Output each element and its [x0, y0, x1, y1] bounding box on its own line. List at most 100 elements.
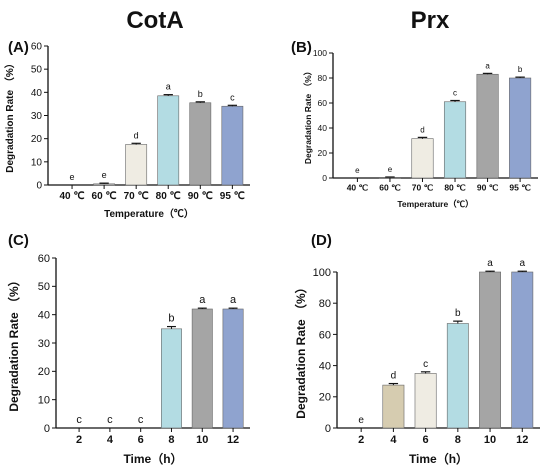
significance-letter: e	[355, 166, 360, 175]
y-tick-label: 50	[38, 281, 50, 293]
bar	[414, 373, 437, 429]
bar	[479, 271, 501, 429]
y-tick-label: 40	[31, 88, 43, 99]
bar	[509, 77, 532, 179]
y-tick-label: 10	[38, 395, 50, 407]
significance-letter: a	[487, 258, 493, 269]
significance-letter: c	[230, 92, 235, 102]
bar	[446, 323, 469, 429]
y-tick-label: 20	[38, 366, 50, 378]
x-tick-label: 12	[516, 434, 528, 446]
x-tick-label: 40 ℃	[59, 191, 84, 202]
x-tick-label: 6	[138, 434, 144, 446]
x-axis-label: Temperature（℃）	[397, 199, 473, 209]
y-tick-label: 40	[319, 360, 331, 372]
chart-panel-1: (A) 0 10 20 30 40 50 60 e 40 ℃ e 60 ℃ d 70 ℃ a 80 ℃ b 90 …	[3, 39, 250, 220]
significance-letter: c	[76, 414, 82, 426]
significance-letter: d	[391, 371, 397, 382]
y-tick-label: 0	[36, 181, 42, 192]
x-tick-label: 10	[484, 434, 496, 446]
y-tick-label: 80	[319, 298, 331, 310]
y-tick-label: 50	[31, 65, 43, 76]
y-tick-label: 100	[313, 48, 327, 58]
x-tick-label: 70 ℃	[412, 183, 434, 193]
y-axis-label: Degradation Rate （%）	[303, 67, 313, 164]
significance-letter: b	[168, 313, 174, 325]
y-tick-label: 30	[31, 111, 43, 122]
bar	[222, 308, 244, 429]
x-tick-label: 60 ℃	[92, 191, 117, 202]
bar	[191, 308, 213, 429]
y-tick-label: 40	[318, 123, 328, 133]
significance-letter: c	[107, 414, 113, 426]
x-tick-label: 60 ℃	[379, 183, 401, 193]
significance-letter: d	[134, 130, 139, 140]
y-tick-label: 80	[318, 73, 328, 83]
significance-letter: b	[455, 308, 461, 319]
y-tick-label: 0	[44, 423, 50, 435]
x-tick-label: 8	[455, 434, 461, 446]
y-tick-label: 60	[38, 253, 50, 265]
y-tick-label: 20	[318, 148, 328, 158]
panel-label: (B)	[291, 39, 312, 56]
significance-letter: e	[388, 165, 393, 174]
x-axis-label: Time（h）	[123, 451, 182, 466]
x-tick-label: 80 ℃	[444, 183, 466, 193]
significance-letter: c	[138, 414, 144, 426]
bar	[125, 144, 148, 186]
y-tick-label: 100	[313, 267, 331, 279]
chart-panel-3: (C) 0 10 20 30 40 50 60 c 2 c 4 c 6 b 8 a 10 a 12 Time（h） Deg…	[6, 232, 250, 466]
x-tick-label: 95 ℃	[509, 183, 531, 193]
significance-letter: a	[199, 294, 206, 306]
chart-panel-2: (B) 0 20 40 60 80 100 e 40 ℃ e 60 ℃ d 70 ℃ c 80 ℃ a 90 ℃…	[291, 39, 538, 209]
y-tick-label: 60	[319, 329, 331, 341]
x-tick-label: 70 ℃	[124, 191, 149, 202]
x-axis-label: Temperature（℃）	[104, 207, 194, 220]
bar	[157, 95, 180, 186]
significance-letter: a	[519, 258, 525, 269]
bar	[161, 328, 182, 429]
significance-letter: a	[230, 294, 237, 306]
y-tick-label: 60	[31, 42, 43, 53]
panel-label: (D)	[311, 232, 332, 249]
bar	[511, 271, 534, 429]
title-cota: CotA	[126, 7, 183, 34]
y-axis-label: Degradation Rate （%）	[3, 58, 16, 172]
bar	[189, 102, 212, 186]
y-tick-label: 0	[325, 423, 331, 435]
y-axis-label: Degradation Rate （%）	[6, 274, 21, 411]
y-tick-label: 10	[31, 157, 43, 168]
bar	[221, 105, 244, 186]
y-tick-label: 0	[322, 173, 327, 183]
significance-letter: b	[198, 89, 203, 99]
significance-letter: a	[485, 61, 490, 70]
bar	[93, 183, 115, 186]
significance-letter: e	[102, 170, 107, 180]
y-tick-label: 20	[31, 134, 43, 145]
x-tick-label: 90 ℃	[188, 191, 213, 202]
x-tick-label: 4	[390, 434, 397, 446]
x-tick-label: 90 ℃	[477, 183, 499, 193]
significance-letter: d	[420, 125, 424, 134]
significance-letter: e	[358, 415, 364, 426]
significance-letter: b	[518, 65, 523, 74]
significance-letter: c	[453, 89, 457, 98]
bar	[382, 384, 405, 429]
y-tick-label: 20	[319, 392, 331, 404]
x-tick-label: 2	[358, 434, 364, 446]
x-tick-label: 4	[107, 434, 114, 446]
significance-letter: a	[166, 82, 171, 92]
x-tick-label: 10	[196, 434, 208, 446]
x-axis-label: Time（h）	[409, 451, 468, 466]
bar	[476, 73, 499, 179]
x-tick-label: 6	[423, 434, 429, 446]
x-tick-label: 12	[227, 434, 239, 446]
y-tick-label: 40	[38, 310, 50, 322]
x-tick-label: 2	[76, 434, 82, 446]
title-prx: Prx	[411, 7, 450, 34]
x-tick-label: 95 ℃	[220, 191, 245, 202]
x-tick-label: 40 ℃	[347, 183, 369, 193]
bar	[411, 138, 434, 179]
